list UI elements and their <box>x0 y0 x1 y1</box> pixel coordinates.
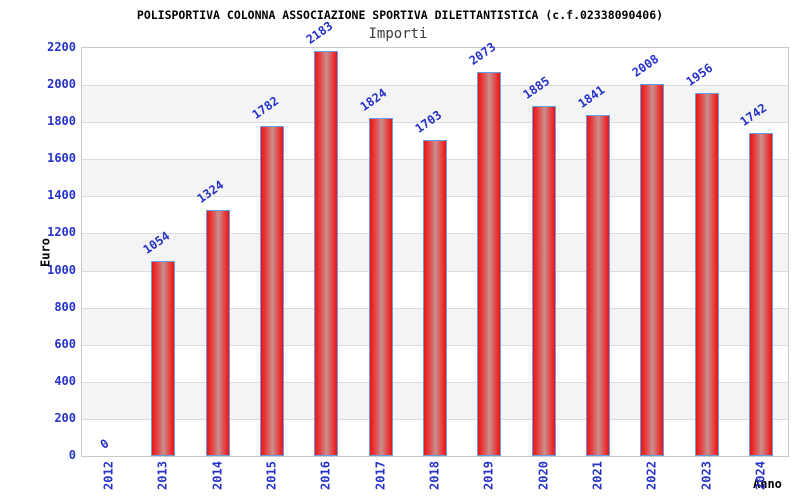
gridline <box>82 122 788 124</box>
x-tick-label: 2014 <box>210 461 225 490</box>
x-tick-label: 2012 <box>101 461 116 490</box>
chart-title: POLISPORTIVA COLONNA ASSOCIAZIONE SPORTI… <box>136 8 664 22</box>
plot-band <box>82 85 788 123</box>
plot-area: 0 1054 1324 1782 2183 1824 1703 2073 1885 1841 200… <box>81 19 789 457</box>
plot-band <box>82 48 788 85</box>
x-tick-label: 2024 <box>753 461 768 490</box>
x-tick-label: 2016 <box>318 461 333 490</box>
bar-value-label: 2183 <box>303 18 336 47</box>
y-tick-label: 1200 <box>47 225 76 240</box>
bar <box>694 93 719 456</box>
y-tick-label: 0 <box>68 448 76 462</box>
y-tick-label: 1800 <box>47 114 76 129</box>
x-tick-label: 2022 <box>644 461 659 490</box>
y-tick-label: 2200 <box>47 40 76 54</box>
y-tick-label: 600 <box>54 336 76 351</box>
x-axis-title: Anno <box>753 477 782 491</box>
y-tick-label: 1000 <box>47 262 76 277</box>
y-tick-label: 800 <box>54 299 76 314</box>
y-tick-label: 1600 <box>47 151 76 166</box>
bar <box>314 51 339 456</box>
bar <box>748 132 773 456</box>
x-tick-label: 2013 <box>155 461 170 490</box>
chart-subtitle: Importi <box>368 26 428 42</box>
bar <box>531 106 556 456</box>
bar <box>585 114 610 456</box>
y-tick-label: 200 <box>54 410 76 425</box>
x-tick-label: 2019 <box>481 461 496 490</box>
bar <box>477 71 502 456</box>
bar <box>640 83 665 456</box>
bar <box>368 117 393 456</box>
bar <box>205 210 230 456</box>
x-tick-label: 2017 <box>373 461 388 490</box>
gridline <box>82 85 788 87</box>
x-tick-label: 2021 <box>590 461 605 490</box>
x-tick-label: 2018 <box>427 461 442 490</box>
y-tick-label: 400 <box>54 373 76 388</box>
y-tick-label: 1400 <box>47 188 76 203</box>
bar <box>423 140 447 456</box>
x-tick-label: 2015 <box>264 461 279 490</box>
x-tick-label: 2020 <box>536 461 551 490</box>
y-tick-label: 2000 <box>47 77 76 92</box>
bar <box>151 260 176 456</box>
bar <box>260 125 285 456</box>
x-tick-label: 2023 <box>699 461 714 490</box>
